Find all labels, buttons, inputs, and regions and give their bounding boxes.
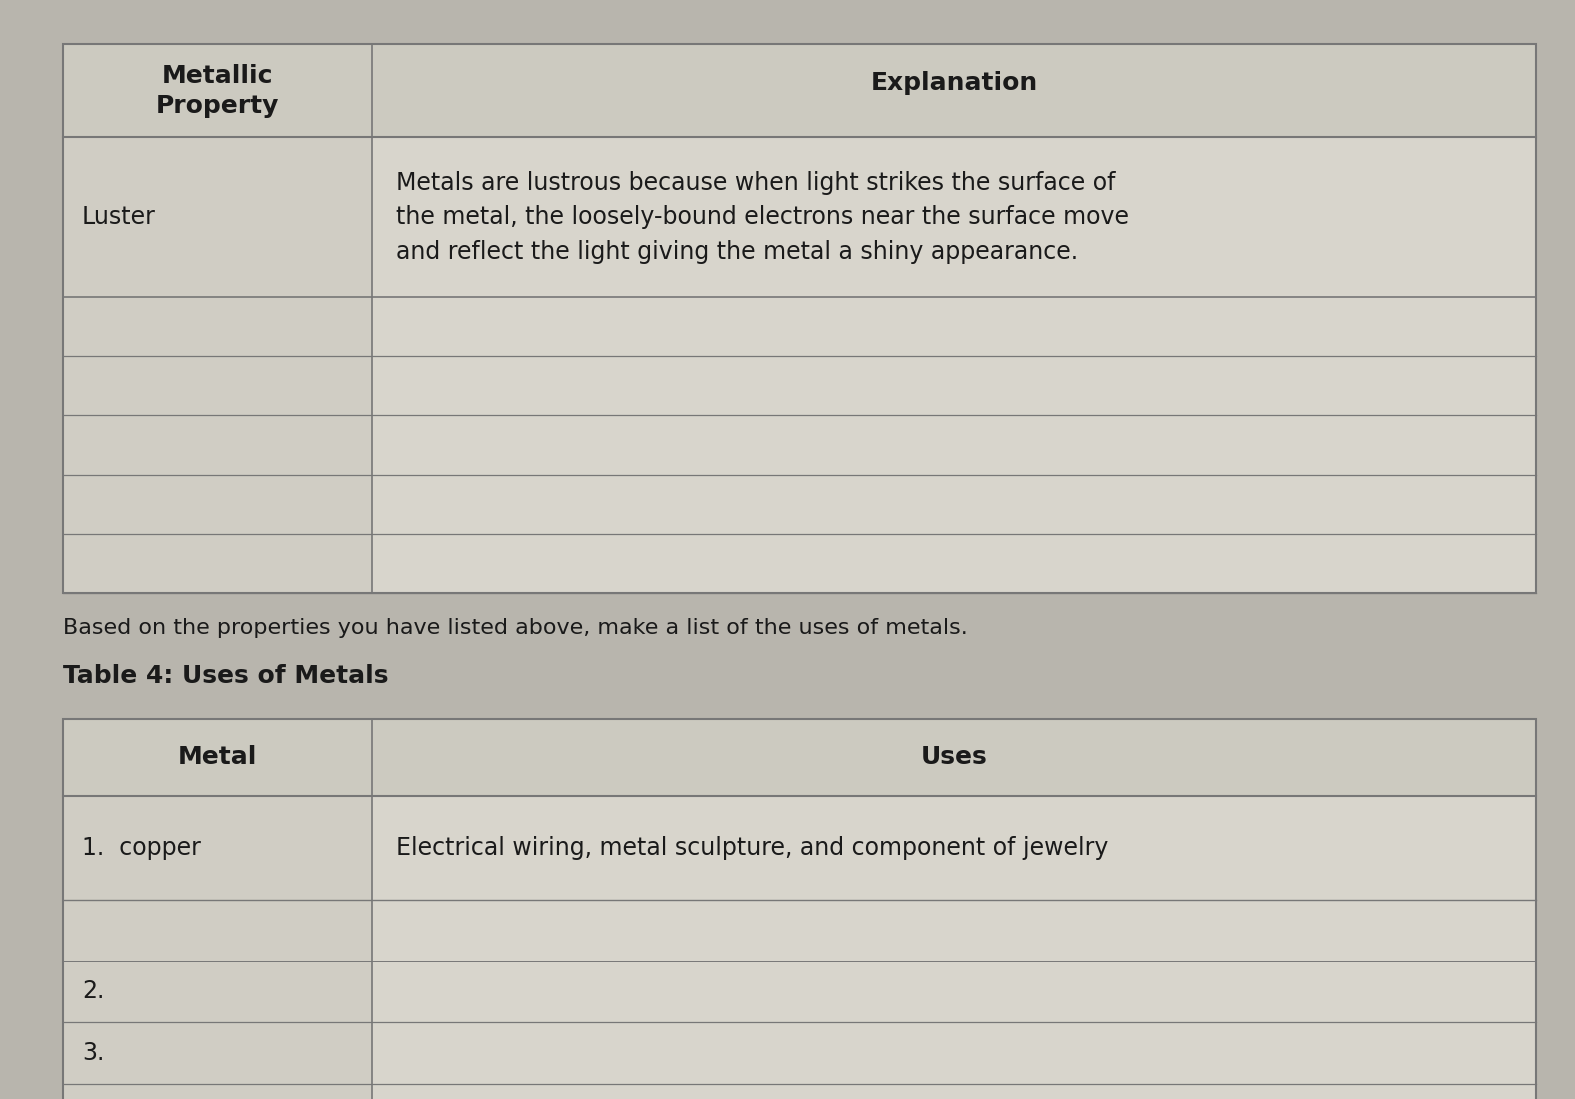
- Text: Uses: Uses: [920, 745, 988, 769]
- Text: 1.  copper: 1. copper: [82, 836, 200, 859]
- Text: Metal: Metal: [178, 745, 257, 769]
- Text: Based on the properties you have listed above, make a list of the uses of metals: Based on the properties you have listed …: [63, 618, 967, 637]
- Bar: [63, 719, 1536, 1099]
- Bar: [63, 44, 372, 593]
- Text: 3.: 3.: [82, 1041, 104, 1065]
- Bar: [63, 44, 1536, 137]
- Text: Table 4: Uses of Metals: Table 4: Uses of Metals: [63, 664, 389, 688]
- Text: Luster: Luster: [82, 206, 156, 229]
- Bar: [63, 719, 372, 1099]
- Bar: [63, 44, 372, 137]
- Bar: [63, 44, 1536, 593]
- Text: Explanation: Explanation: [871, 71, 1038, 96]
- Bar: [63, 44, 1536, 593]
- Bar: [372, 44, 1536, 137]
- Bar: [63, 719, 1536, 1099]
- Text: Electrical wiring, metal sculpture, and component of jewelry: Electrical wiring, metal sculpture, and …: [395, 836, 1109, 859]
- Text: 2.: 2.: [82, 979, 104, 1003]
- Text: Metallic
Property: Metallic Property: [156, 64, 279, 118]
- Text: Metals are lustrous because when light strikes the surface of
the metal, the loo: Metals are lustrous because when light s…: [395, 170, 1129, 264]
- Bar: [63, 719, 1536, 796]
